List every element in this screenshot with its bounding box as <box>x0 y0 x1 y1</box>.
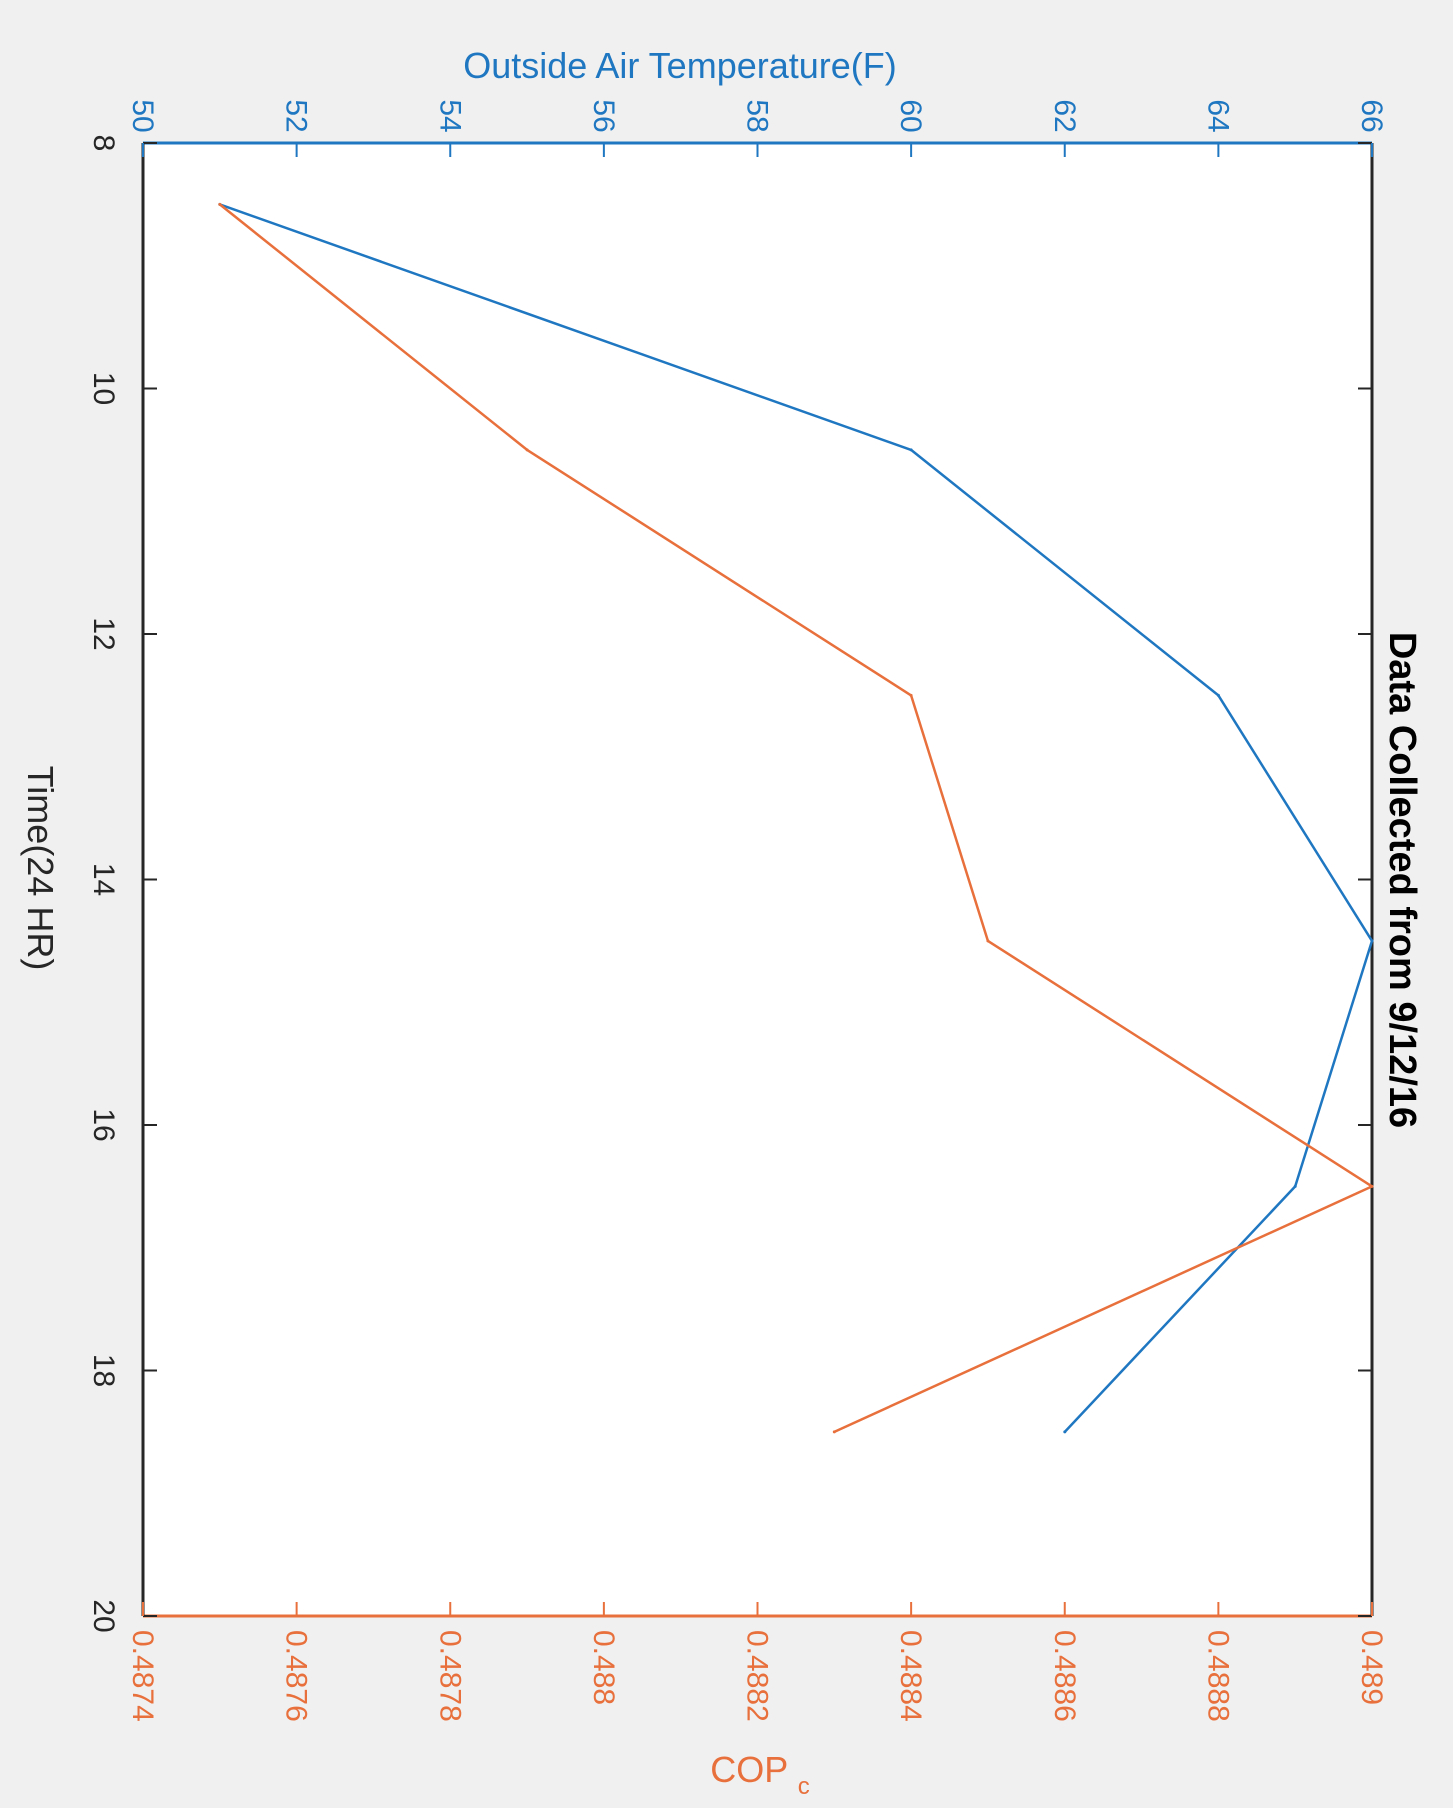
temperature-tick-label: 60 <box>894 99 927 132</box>
time-tick-label: 12 <box>87 617 120 650</box>
cop-tick-label: 0.4888 <box>1201 1630 1234 1722</box>
temperature-tick-label: 52 <box>280 99 313 132</box>
temperature-tick-label: 64 <box>1201 99 1234 132</box>
cop-tick-label: 0.4878 <box>433 1630 466 1722</box>
bottom-axis-label: COP c <box>710 1749 809 1800</box>
temperature-tick-label: 62 <box>1048 99 1081 132</box>
cop-data-point <box>218 202 222 206</box>
series-layer <box>218 202 1374 1434</box>
bottom-axis-label-main: COP <box>710 1749 787 1790</box>
temperature-tick-label: 66 <box>1355 99 1388 132</box>
temperature-data-point <box>1370 939 1374 943</box>
temperature-axis-ticks: 50 52 54 56 58 60 62 64 66 <box>126 99 1388 157</box>
temperature-data-point <box>909 448 913 452</box>
cop-tick-label: 0.488 <box>587 1630 620 1705</box>
cop-tick-label: 0.4884 <box>894 1630 927 1722</box>
time-axis-ticks: 8 10 12 14 16 18 20 <box>87 135 1372 1633</box>
temperature-tick-label: 58 <box>741 99 774 132</box>
time-tick-label: 18 <box>87 1354 120 1387</box>
time-tick-label: 14 <box>87 863 120 896</box>
cop-data-point <box>986 939 990 943</box>
chart-title: Data Collected from 9/12/16 <box>1381 632 1423 1128</box>
time-tick-label: 10 <box>87 372 120 405</box>
temperature-tick-label: 54 <box>433 99 466 132</box>
time-tick-label: 8 <box>87 135 120 152</box>
cop-data-point <box>1370 1184 1374 1188</box>
cop-data-point <box>525 448 529 452</box>
temperature-data-point <box>1216 693 1220 697</box>
cop-tick-label: 0.4876 <box>280 1630 313 1722</box>
axes-background <box>143 143 1372 1616</box>
temperature-series-line <box>219 203 1374 1433</box>
cop-tick-label: 0.489 <box>1355 1630 1388 1705</box>
top-axis-label: Outside Air Temperature(F) <box>463 45 897 86</box>
time-tick-label: 16 <box>87 1108 120 1141</box>
temperature-tick-label: 56 <box>587 99 620 132</box>
temperature-data-point <box>1293 1184 1297 1188</box>
time-axis-label: Time(24 HR) <box>20 766 61 971</box>
temperature-data-point <box>1063 1430 1067 1434</box>
bottom-axis-label-subscript: c <box>798 1773 810 1800</box>
cop-tick-label: 0.4882 <box>741 1630 774 1722</box>
cop-tick-label: 0.4874 <box>126 1630 159 1722</box>
cop-data-point <box>909 693 913 697</box>
cop-series-line <box>219 203 1374 1434</box>
time-tick-label: 20 <box>87 1599 120 1632</box>
cop-axis-ticks: 0.4874 0.4876 0.4878 0.488 0.4882 0.4884 0.488… <box>126 1602 1388 1722</box>
cop-data-point <box>832 1430 836 1434</box>
cop-tick-label: 0.4886 <box>1048 1630 1081 1722</box>
temperature-tick-label: 50 <box>126 99 159 132</box>
